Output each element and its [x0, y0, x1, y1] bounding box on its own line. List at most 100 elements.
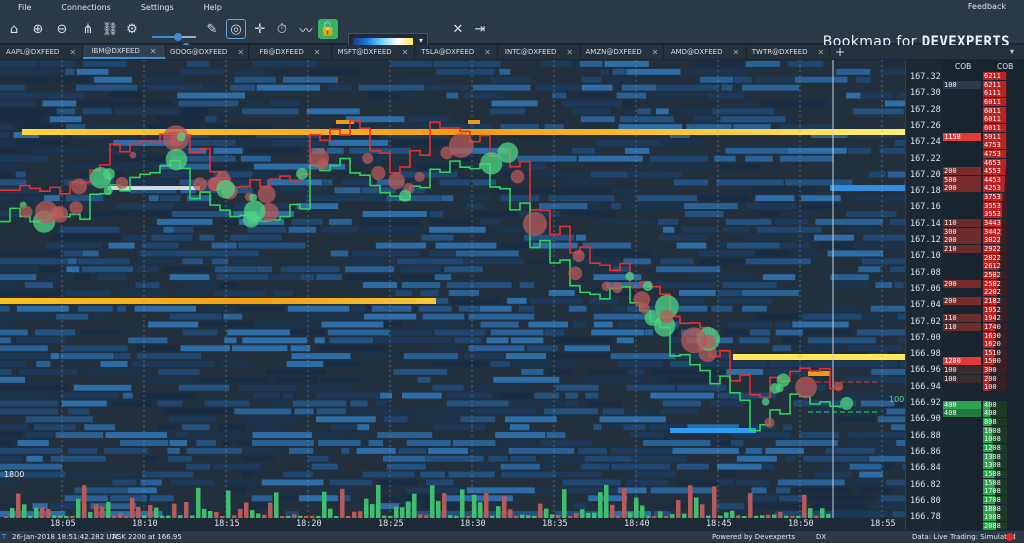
buy-volume-bar [28, 515, 33, 518]
liquidity-cell [340, 495, 351, 502]
sell-volume-bar [466, 515, 471, 518]
buy-volume-bar [532, 515, 537, 518]
tab-label: AAPL@DXFEED [5, 48, 60, 56]
heatmap-chart[interactable]: 1800 100 [0, 60, 905, 530]
liquidity-cell [486, 337, 509, 344]
indicator-icon[interactable]: 〰 [299, 23, 313, 39]
cob-left-cell: 1200 [943, 357, 981, 366]
liquidity-cell [140, 376, 197, 383]
close-icon[interactable]: ✕ [732, 47, 740, 57]
buy-volume-bar [364, 498, 369, 518]
buy-volume-bar [274, 492, 279, 518]
close-icon[interactable]: ✕ [401, 47, 409, 57]
buy-trade-bubble [243, 200, 266, 222]
liquidity-cell [427, 84, 470, 91]
liquidity-cell [201, 321, 255, 328]
tab-aapl[interactable]: AAPL@DXFEED ✕ [0, 45, 83, 59]
menu-settings[interactable]: Settings [140, 2, 174, 12]
add-tab-button[interactable]: + [834, 45, 846, 59]
unlock-icon[interactable]: 🔓 [318, 19, 338, 39]
time-axis[interactable]: 18:05 18:10 18:15 18:20 18:25 18:30 18:35 18:40… [0, 518, 905, 530]
close-icon[interactable]: ✕ [817, 47, 825, 57]
liquidity-cell [256, 84, 320, 91]
cob-bid-cell: 1208 [983, 443, 1007, 452]
chevron-down-icon[interactable]: ▾ [1009, 47, 1014, 56]
menu-connections[interactable]: Connections [61, 2, 111, 12]
pencil-icon[interactable]: ✎ [206, 21, 218, 37]
liquidity-cell [213, 147, 243, 154]
liquidity-cell [480, 321, 519, 328]
liquidity-cell [900, 361, 905, 367]
buy-volume-bar [598, 492, 603, 518]
time-tick-label: 18:45 [706, 519, 732, 529]
liquidity-cell [864, 313, 893, 320]
tab-msft[interactable]: MSFT@DXFEED ✕ [332, 45, 415, 59]
close-icon[interactable]: ✕ [69, 47, 77, 57]
liquidity-cell [0, 455, 23, 462]
close-icon[interactable]: ✕ [452, 21, 464, 37]
tab-goog[interactable]: GOOG@DXFEED ✕ [166, 45, 249, 59]
cob-left-cell: 300 [943, 227, 981, 236]
close-icon[interactable]: ✕ [237, 47, 245, 57]
liquidity-cell [206, 124, 273, 131]
layers-icon[interactable]: ◎ [226, 19, 246, 39]
zoom-slider[interactable] [152, 33, 196, 41]
liquidity-cell [362, 282, 398, 288]
sell-trade-bubble [572, 249, 585, 263]
timer-icon[interactable]: ⏱ [276, 21, 288, 37]
cob-ask-cell: 2202 [983, 288, 1007, 297]
price-axis[interactable]: 167.32 167.30 167.28 167.26 167.24 167.22 167.… [905, 60, 943, 530]
tab-fb[interactable]: FB@DXFEED ✕ [249, 45, 332, 59]
liquidity-cell [847, 432, 862, 439]
liquidity-wall [0, 298, 436, 304]
liquidity-cell [657, 84, 719, 91]
liquidity-cell [142, 455, 159, 462]
price-tick-label: 167.10 [910, 251, 941, 262]
liquidity-cell [591, 329, 645, 336]
zoom-in-icon[interactable]: ⊕ [32, 21, 44, 37]
zoom-out-icon[interactable]: ⊖ [56, 21, 68, 37]
crosshair-icon[interactable]: ✛ [254, 21, 266, 37]
heatmap-canvas[interactable] [0, 60, 905, 530]
home-icon[interactable]: ⌂ [9, 21, 19, 37]
liquidity-cell [653, 368, 721, 375]
feedback-link[interactable]: Feedback [967, 2, 1006, 11]
tab-amd[interactable]: AMD@DXFEED ✕ [664, 45, 747, 59]
liquidity-cell [577, 447, 608, 454]
liquidity-cell [50, 353, 60, 360]
exit-icon[interactable]: ⇥ [474, 21, 486, 37]
liquidity-cell [623, 424, 646, 431]
tab-intc[interactable]: INTC@DXFEED ✕ [498, 45, 581, 59]
close-icon[interactable]: ✕ [484, 47, 491, 57]
close-icon[interactable]: ✕ [651, 47, 659, 57]
link-icon[interactable]: ⛓ [101, 21, 119, 37]
menu-help[interactable]: Help [203, 2, 222, 12]
close-icon[interactable]: ✕ [149, 46, 157, 56]
buy-volume-bar [376, 484, 381, 518]
liquidity-cell [894, 139, 905, 146]
liquidity-cell [463, 92, 504, 99]
liquidity-cell [158, 368, 200, 375]
buy-volume-bar [646, 515, 651, 518]
liquidity-cell [223, 313, 243, 320]
tab-ibm[interactable]: IBM@DXFEED ✕ [83, 45, 166, 59]
liquidity-cell [871, 368, 905, 375]
cob-ask-cell: 3022 [983, 236, 1007, 245]
tab-twtr[interactable]: TWTR@DXFEED ✕ [747, 45, 830, 59]
buy-trade-bubble [642, 281, 653, 292]
tab-tsla[interactable]: TSLA@DXFEED ✕ [415, 45, 498, 59]
share-icon[interactable]: ⋔ [82, 21, 94, 37]
close-icon[interactable]: ✕ [566, 47, 574, 57]
gear-icon[interactable]: ⚙ [126, 21, 138, 37]
close-icon[interactable]: ✕ [313, 47, 321, 57]
cob-left-cell: 200 [943, 236, 981, 245]
liquidity-cell [446, 92, 459, 99]
tab-amzn[interactable]: AMZN@DXFEED ✕ [581, 45, 664, 59]
liquidity-cell [341, 258, 396, 265]
menu-file[interactable]: File [18, 2, 32, 12]
liquidity-cell [15, 337, 67, 344]
sell-volume-bar [502, 496, 507, 518]
liquidity-cell [425, 455, 484, 462]
buy-volume-bar [436, 500, 441, 518]
liquidity-cell [24, 282, 53, 288]
